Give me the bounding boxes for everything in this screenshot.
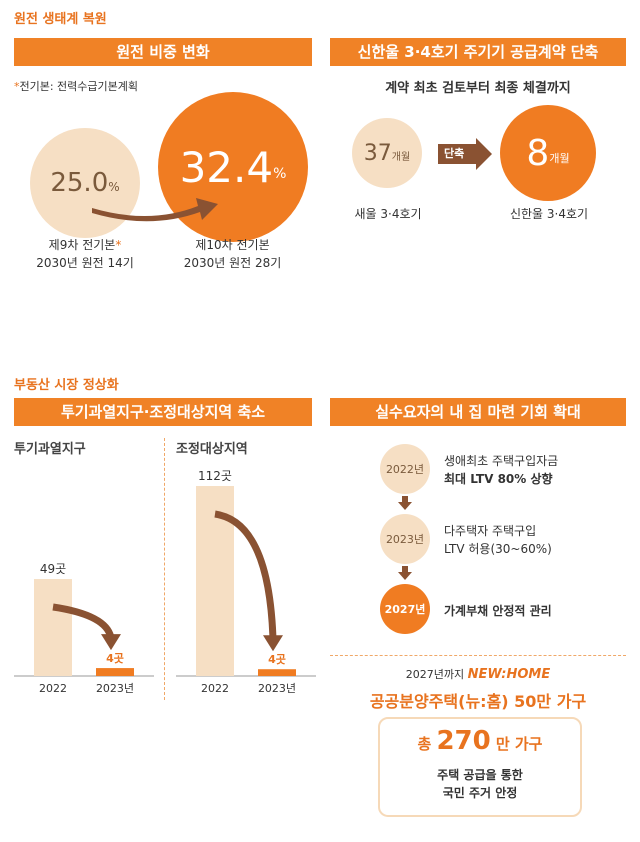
old-share-value: 25.0 [50,168,109,198]
section-title-nuclear: 원전 생태계 복원 [14,12,107,27]
circle-new-share: 32.4% [158,92,308,242]
circle-new-months: 8 개월 [500,105,596,201]
down-arrow-icon-1 [398,496,412,510]
step2-year-circle: 2023년 [380,514,430,564]
footnote-star: * [14,80,20,93]
banner-nuclear-share: 원전 비중 변화 [14,38,312,66]
step1-year-circle: 2022년 [380,444,430,494]
total-unit: 만 가구 [495,735,543,753]
old-share-label2: 2030년 원전 14기 [36,256,134,270]
chart2-value-label-1: 4곳 [268,653,286,666]
new-months-unit: 개월 [549,152,570,165]
newhome-title: 공공분양주택(뉴:홈) 50만 가구 [369,692,587,711]
chart1-category-1: 2023년 [96,682,134,695]
chart1-bar-0 [34,579,72,676]
step2-line2: LTV 허용(30~60%) [444,542,552,556]
newhome-prefix: 2027년까지 [405,668,465,681]
chart1-category-0: 2022 [39,682,67,695]
chart1-bar-1 [96,668,134,676]
chart1-value-label-1: 4곳 [106,652,124,665]
old-months-value: 37 [363,140,392,166]
step3-year-circle: 2027년 [380,584,430,634]
old-share-caption: 제9차 전기본* 2030년 원전 14기 [20,236,150,272]
footnote-text: 전기본: 전력수급기본계획 [19,80,139,93]
total-line2: 국민 주거 안정 [442,786,518,800]
banner-zones: 투기과열지구·조정대상지역 축소 [14,398,312,426]
chart-overheated-zones: 49곳 2022 4곳 2023년 [14,562,154,695]
step1-year: 2022년 [385,463,425,476]
old-share-unit: % [108,180,120,194]
total-value: 270 [436,726,491,756]
chart2-bar-1 [258,669,296,676]
step3-year: 2027년 [384,603,426,616]
step2-text: 다주택자 주택구입 LTV 허용(30~60%) [444,522,552,558]
step1-line1: 생애최초 주택구입자금 [444,454,559,468]
shorten-arrow-icon [438,138,492,170]
step1-line2: 최대 LTV 80% 상향 [444,472,553,486]
chart2-value-label-0: 112곳 [198,469,232,483]
chart1-title: 투기과열지구 [14,442,86,457]
chart2-category-1: 2023년 [258,682,296,695]
chart2-arrow-stem [214,510,277,640]
chart2-title: 조정대상지역 [176,442,248,457]
step2-year: 2023년 [385,533,425,546]
shorten-label: 단축 [444,147,465,160]
old-share-star: * [115,238,122,252]
old-months-label: 새울 3·4호기 [354,207,422,221]
chart-adjusted-zones: 112곳 2022 4곳 2023년 [176,469,316,695]
total-line1: 주택 공급을 통한 [437,768,523,782]
new-months-value: 8 [526,132,550,174]
chart1-arrow-stem [52,603,115,640]
old-share-label1: 제9차 전기본 [48,238,116,252]
new-share-caption: 제10차 전기본 2030년 원전 28기 [165,236,300,272]
step2-line1: 다주택자 주택구입 [444,524,537,538]
total-headline: 총 270 만 가구 [378,726,582,756]
footnote: *전기본: 전력수급기본계획 [14,78,138,94]
chart2-arrow-head [263,635,283,652]
new-share-value: 32.4 [179,142,274,192]
banner-contract: 신한울 3·4호기 주기기 공급계약 단축 [330,38,626,66]
section-title-realestate: 부동산 시장 정상화 [14,378,119,393]
circle-old-share: 25.0% [30,128,140,238]
chart-divider [164,438,165,700]
total-prefix: 총 [417,735,432,753]
new-share-label2: 2030년 원전 28기 [183,256,282,270]
banner-home: 실수요자의 내 집 마련 기회 확대 [330,398,626,426]
new-months-label: 신한울 3·4호기 [509,207,589,221]
circle-old-months: 37 개월 [352,118,422,188]
down-arrow-icon-2 [398,566,412,580]
new-share-label1: 제10차 전기본 [195,238,270,252]
curve-arrow-share [92,198,218,222]
total-caption: 주택 공급을 통한 국민 주거 안정 [378,766,582,802]
total-box [378,717,582,817]
chart1-value-label-0: 49곳 [40,562,66,576]
contract-subtitle: 계약 최초 검토부터 최종 체결까지 [385,81,571,96]
newhome-logo: NEW:HOME [467,667,551,682]
chart1-arrow-head [101,634,121,651]
step3-line1: 가계부채 안정적 관리 [444,604,552,618]
new-share-unit: % [273,166,287,182]
step1-text: 생애최초 주택구입자금 최대 LTV 80% 상향 [444,452,558,488]
newhome-line: 2027년까지 NEW:HOME [330,666,626,682]
home-divider [330,655,626,656]
chart2-category-0: 2022 [201,682,229,695]
old-months-unit: 개월 [391,152,411,163]
